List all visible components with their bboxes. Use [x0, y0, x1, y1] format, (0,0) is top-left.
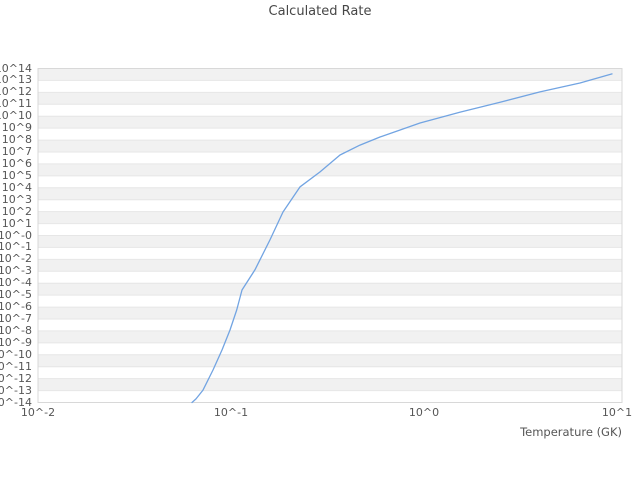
y-tick-label: 10^-7 — [0, 312, 32, 325]
y-tick-label: 10^4 — [1, 180, 32, 194]
y-tick-label: 10^-5 — [0, 288, 32, 302]
y-tick-label: 10^14 — [0, 61, 32, 75]
decade-band — [38, 378, 622, 391]
series-line-calculated-rate — [191, 73, 613, 404]
y-tick-label: 10^8 — [1, 133, 32, 147]
x-tick-label: 10^1 — [601, 406, 633, 419]
y-tick-label: 10^-4 — [0, 276, 32, 290]
chart-title: Calculated Rate — [268, 4, 372, 19]
x-tick-label: 10^0 — [408, 406, 440, 419]
y-tick-label: 10^-14 — [0, 395, 32, 409]
x-tick-label: 10^-1 — [213, 406, 249, 419]
decade-band — [38, 354, 622, 367]
plot-border — [37, 68, 623, 403]
y-tick-label: 10^6 — [1, 156, 32, 170]
y-tick-label: 10^11 — [0, 97, 32, 111]
y-tick-label: 10^-11 — [0, 359, 32, 373]
decade-band — [38, 68, 622, 81]
x-tick-label: 10^-2 — [20, 406, 56, 419]
y-tick-label: 10^-13 — [0, 383, 32, 397]
y-tick-label: 10^10 — [0, 109, 32, 123]
decade-band — [38, 211, 622, 224]
y-tick-label: 10^-9 — [0, 335, 32, 349]
x-axis-title: Temperature (GK) — [520, 425, 622, 439]
y-tick-label: 10^-6 — [0, 300, 32, 314]
y-tick-label: 10^-1 — [0, 240, 32, 254]
y-tick-label: 10^-3 — [0, 264, 32, 278]
y-tick-label: 10^-0 — [0, 228, 32, 242]
y-tick-label: 10^7 — [1, 145, 32, 158]
y-tick-label: 10^3 — [1, 192, 32, 206]
decade-band — [38, 235, 622, 248]
decade-band — [38, 259, 622, 272]
decade-band — [38, 283, 622, 296]
y-tick-label: 10^9 — [1, 121, 32, 135]
y-tick-label: 10^2 — [1, 204, 32, 218]
decade-band — [38, 116, 622, 129]
decade-band — [38, 187, 622, 200]
y-tick-label: 10^-2 — [0, 252, 32, 266]
y-tick-label: 10^-8 — [0, 323, 32, 337]
y-tick-label: 10^5 — [1, 168, 32, 182]
decade-band — [38, 92, 622, 105]
y-tick-label: 10^12 — [0, 85, 32, 99]
y-tick-label: 10^-10 — [0, 347, 32, 361]
decade-band — [38, 163, 622, 176]
y-tick-label: 10^13 — [0, 73, 32, 87]
decade-band — [38, 307, 622, 319]
decade-band — [38, 140, 622, 152]
y-tick-label: 10^1 — [1, 216, 32, 230]
decade-band — [38, 330, 622, 343]
y-tick-label: 10^-12 — [0, 371, 32, 385]
